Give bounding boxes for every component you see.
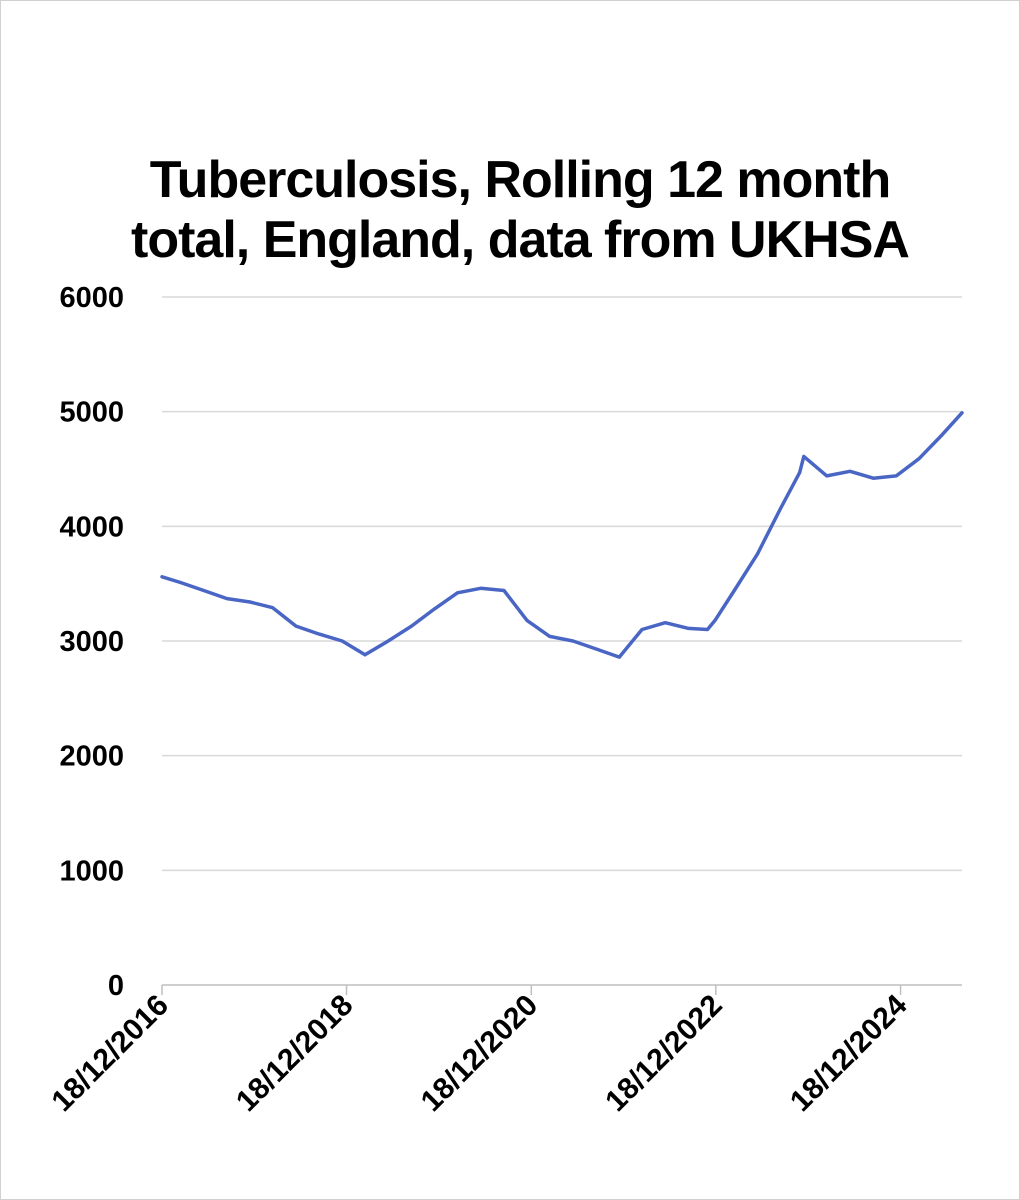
plot-area bbox=[162, 413, 962, 657]
x-axis: 18/12/2016 18/12/2018 18/12/2020 18/12/2022… bbox=[45, 985, 962, 1118]
y-tick-label: 3000 bbox=[59, 626, 124, 658]
x-tick-label: 18/12/2018 bbox=[230, 989, 360, 1119]
y-tick-label: 4000 bbox=[59, 511, 124, 543]
x-tick-label: 18/12/2022 bbox=[599, 989, 729, 1119]
x-tick-label: 18/12/2020 bbox=[415, 989, 545, 1119]
series-line-0 bbox=[162, 413, 962, 657]
x-tick-label: 18/12/2024 bbox=[784, 988, 914, 1118]
y-tick-label: 5000 bbox=[59, 397, 124, 429]
y-tick-label: 6000 bbox=[59, 282, 124, 314]
y-tick-label: 0 bbox=[108, 970, 124, 1002]
y-axis: 0 1000 2000 3000 4000 5000 6000 bbox=[59, 282, 124, 1002]
x-tick-label: 18/12/2016 bbox=[45, 989, 175, 1119]
y-tick-label: 1000 bbox=[59, 855, 124, 887]
gridlines bbox=[162, 297, 962, 870]
y-tick-label: 2000 bbox=[59, 741, 124, 773]
